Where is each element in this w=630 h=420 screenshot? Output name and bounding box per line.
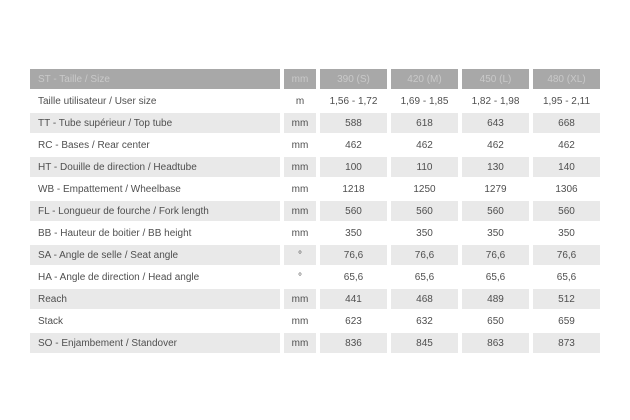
table-row: WB - Empattement / Wheelbase mm 1218 1250 12… [30, 178, 600, 200]
header-size-cell: 420 (M) [391, 68, 458, 90]
value-cell: 489 [462, 288, 529, 310]
unit-cell: mm [284, 156, 316, 178]
bike-geometry-table: ST - Taille / Size mm 390 (S) 420 (M) 45… [30, 68, 600, 354]
value-cell: 65,6 [556, 271, 577, 283]
table-row: Taille utilisateur / User size m 1,56 - 1,… [30, 90, 600, 112]
table-row: RC - Bases / Rear center mm 462 462 462 462 [30, 134, 600, 156]
table-row: BB - Hauteur de boitier / BB height mm 350… [30, 222, 600, 244]
row-label-cell: Reach [30, 288, 280, 310]
value-cell: 441 [320, 288, 387, 310]
value-cell: 560 [533, 200, 600, 222]
header-size-cell: 480 (XL) [533, 68, 600, 90]
table-body: Taille utilisateur / User size m 1,56 - 1,… [30, 90, 600, 354]
row-label-cell: FL - Longueur de fourche / Fork length [30, 200, 280, 222]
table-row: SO - Enjambement / Standover mm 836 845 863 8… [30, 332, 600, 354]
unit-cell: mm [284, 200, 316, 222]
value-cell: 560 [320, 200, 387, 222]
table-header-row: ST - Taille / Size mm 390 (S) 420 (M) 45… [30, 68, 600, 90]
value-cell: 1279 [484, 183, 507, 195]
row-label-cell: Taille utilisateur / User size [38, 95, 157, 107]
value-cell: 468 [391, 288, 458, 310]
unit-cell: ° [284, 244, 316, 266]
header-size-cell: 390 (S) [320, 68, 387, 90]
table-row: FL - Longueur de fourche / Fork length mm… [30, 200, 600, 222]
unit-cell: ° [298, 271, 302, 283]
value-cell: 65,6 [414, 271, 435, 283]
value-cell: 130 [462, 156, 529, 178]
table-row: Reach mm 441 468 489 512 [30, 288, 600, 310]
value-cell: 1,95 - 2,11 [542, 95, 591, 107]
value-cell: 873 [533, 332, 600, 354]
unit-cell: mm [291, 139, 309, 151]
header-label-cell: ST - Taille / Size [30, 68, 280, 90]
table-row: HA - Angle de direction / Head angle ° 65,… [30, 266, 600, 288]
table-row: SA - Angle de selle / Seat angle ° 76,6 76,… [30, 244, 600, 266]
value-cell: 462 [487, 139, 504, 151]
header-size-cell: 450 (L) [462, 68, 529, 90]
value-cell: 65,6 [343, 271, 364, 283]
value-cell: 462 [416, 139, 433, 151]
header-unit-cell: mm [284, 68, 316, 90]
row-label-cell: TT - Tube supérieur / Top tube [30, 112, 280, 134]
value-cell: 1218 [342, 183, 365, 195]
value-cell: 623 [345, 315, 362, 327]
unit-cell: mm [291, 183, 309, 195]
value-cell: 110 [391, 156, 458, 178]
value-cell: 350 [558, 227, 575, 239]
value-cell: 462 [558, 139, 575, 151]
value-cell: 668 [533, 112, 600, 134]
value-cell: 76,6 [320, 244, 387, 266]
unit-cell: mm [284, 112, 316, 134]
value-cell: 65,6 [485, 271, 506, 283]
row-label-cell: BB - Hauteur de boitier / BB height [38, 227, 192, 239]
row-label-cell: SO - Enjambement / Standover [30, 332, 280, 354]
value-cell: 76,6 [533, 244, 600, 266]
value-cell: 1,56 - 1,72 [329, 95, 378, 107]
value-cell: 560 [391, 200, 458, 222]
unit-cell: mm [284, 332, 316, 354]
value-cell: 560 [462, 200, 529, 222]
unit-cell: mm [291, 227, 309, 239]
value-cell: 618 [391, 112, 458, 134]
unit-cell: m [295, 95, 305, 107]
value-cell: 643 [462, 112, 529, 134]
value-cell: 659 [558, 315, 575, 327]
table-row: Stack mm 623 632 650 659 [30, 310, 600, 332]
value-cell: 650 [487, 315, 504, 327]
value-cell: 845 [391, 332, 458, 354]
value-cell: 350 [487, 227, 504, 239]
value-cell: 512 [533, 288, 600, 310]
value-cell: 140 [533, 156, 600, 178]
table-row: TT - Tube supérieur / Top tube mm 588 618 64… [30, 112, 600, 134]
row-label-cell: WB - Empattement / Wheelbase [38, 183, 181, 195]
value-cell: 100 [320, 156, 387, 178]
value-cell: 1250 [413, 183, 436, 195]
value-cell: 350 [416, 227, 433, 239]
value-cell: 836 [320, 332, 387, 354]
value-cell: 1,69 - 1,85 [400, 95, 449, 107]
value-cell: 350 [345, 227, 362, 239]
row-label-cell: Stack [38, 315, 64, 327]
row-label-cell: HA - Angle de direction / Head angle [38, 271, 200, 283]
value-cell: 76,6 [462, 244, 529, 266]
unit-cell: mm [291, 315, 309, 327]
row-label-cell: HT - Douille de direction / Headtube [30, 156, 280, 178]
row-label-cell: RC - Bases / Rear center [38, 139, 150, 151]
table-row: HT - Douille de direction / Headtube mm 10… [30, 156, 600, 178]
row-label-cell: SA - Angle de selle / Seat angle [30, 244, 280, 266]
value-cell: 76,6 [391, 244, 458, 266]
value-cell: 588 [320, 112, 387, 134]
value-cell: 863 [462, 332, 529, 354]
value-cell: 632 [416, 315, 433, 327]
unit-cell: mm [284, 288, 316, 310]
value-cell: 1,82 - 1,98 [471, 95, 520, 107]
value-cell: 462 [345, 139, 362, 151]
value-cell: 1306 [555, 183, 578, 195]
